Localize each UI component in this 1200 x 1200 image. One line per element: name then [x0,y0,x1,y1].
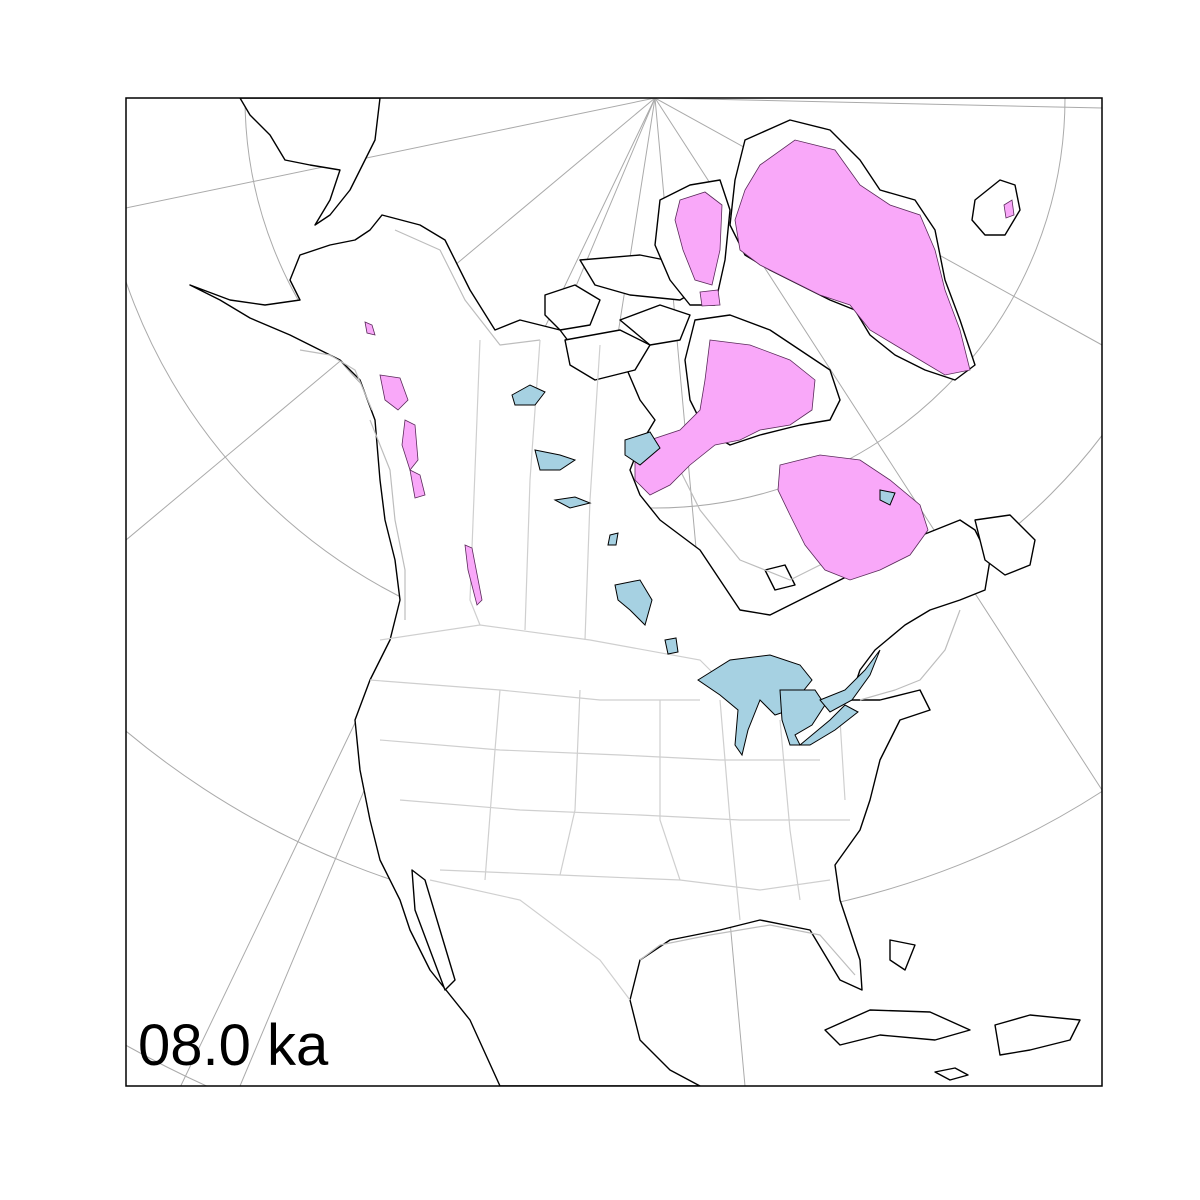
hudson-lowland-lake [624,431,661,466]
cordilleran-ice-1 [379,374,409,411]
cordilleran-ice-3 [409,469,426,499]
baja-california [411,869,456,991]
ice-sheets [364,139,1015,606]
hispaniola [994,1014,1081,1056]
greenland-ice-sheet [734,139,971,376]
small-lake-1 [607,532,619,546]
iceland [971,179,1021,236]
cordilleran-ice-5 [364,321,376,336]
great-slave-lake [553,496,592,509]
bylot-ice [699,289,721,307]
baffin-foxe-ice [634,339,816,496]
labrador-quebec-ice-dome [777,454,929,581]
small-lake-2 [879,489,896,506]
lakes [511,384,896,757]
newfoundland [974,514,1036,576]
arctic-island-c [564,329,651,381]
arctic-island-a [544,284,601,331]
map-frame [125,97,1103,1087]
cuba [824,1009,971,1046]
bahamas-islands [889,939,916,971]
ellesmere-ice-cap [674,191,723,286]
lake-ontario-st-lawrence [819,649,881,713]
lake-nipigon [664,637,679,655]
arctic-island-d [619,304,691,346]
cordilleran-ice-4 [464,544,483,606]
political-borders [369,339,850,1001]
cordilleran-ice-2 [401,419,419,471]
ne-asia-landmass [239,98,381,226]
time-label: 08.0 ka [138,1013,329,1078]
great-bear-lake [511,384,546,406]
iceland-ice [1003,199,1015,219]
lake-huron-erie [779,689,859,746]
great-lakes [697,654,813,757]
jamaica [934,1067,969,1081]
paleo-coastlines [299,229,961,976]
lake-agassiz-remnant-2 [534,449,577,471]
hudson-bay-island [764,564,796,591]
lake-agassiz-remnant-1 [614,579,653,626]
